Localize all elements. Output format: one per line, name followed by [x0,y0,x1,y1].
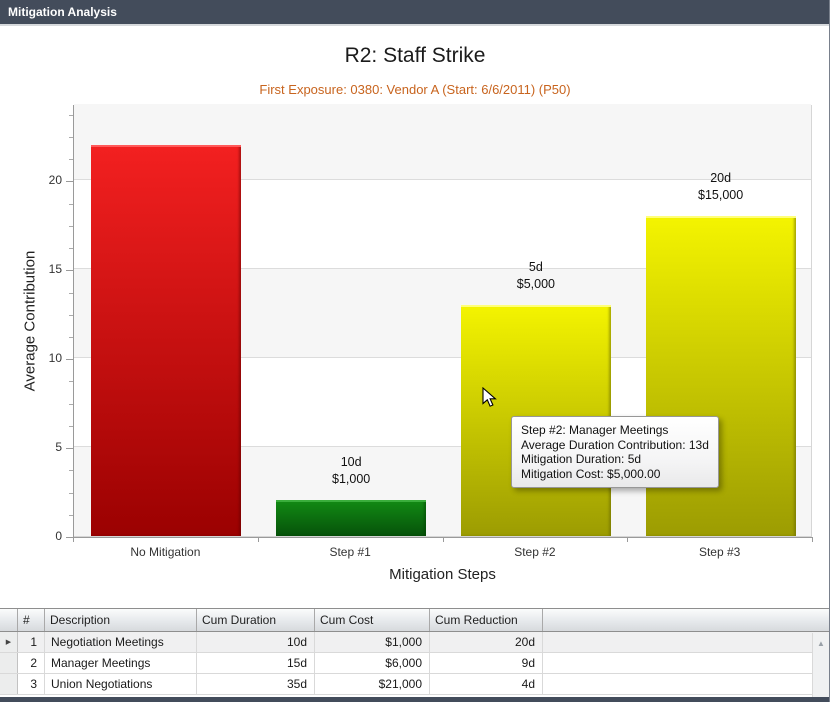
y-axis-minor-tick [69,159,73,161]
y-axis-tick-label: 10 [48,351,62,366]
table-cell-filler [543,653,812,673]
table-cell: 3 [18,674,45,694]
column-header-cum-cost[interactable]: Cum Cost [315,609,430,631]
column-header-cum-reduction[interactable]: Cum Reduction [430,609,543,631]
table-cell-filler [543,632,812,652]
column-header-cum-duration[interactable]: Cum Duration [197,609,315,631]
bar-value-label: 10d $1,000 [332,455,371,487]
gridline [74,357,811,359]
y-axis-minor-tick [69,337,73,338]
y-axis-tick-label: 5 [55,440,62,455]
plot-area: 10d $1,000 5d $5,000 20d $15,000 [73,104,812,537]
scroll-up-icon[interactable]: ▲ [817,639,825,648]
chart-tooltip: Step #2: Manager Meetings Average Duratio… [511,416,719,489]
y-axis-minor-tick [69,381,73,383]
x-axis-category-label: Step #1 [329,545,371,559]
column-header-num[interactable]: # [18,609,45,631]
y-axis-minor-tick [69,114,73,116]
bar-value-label: 5d $5,000 [516,259,555,291]
table-cell: Manager Meetings [45,653,197,673]
bar-step-1[interactable] [276,500,427,536]
x-axis-category-label: No Mitigation [130,545,201,559]
table-scrollbar[interactable]: ▲ [812,633,829,697]
y-axis-tick-label: 15 [48,262,62,277]
tooltip-line: Mitigation Cost: $5,000.00 [521,466,661,481]
table-cell: Union Negotiations [45,674,197,694]
x-axis-tick [627,537,629,542]
tooltip-line: Step #2: Manager Meetings [521,423,669,437]
table-cell: 1 [18,632,45,652]
gridline [74,446,811,448]
table-cell: 35d [197,674,315,694]
table-cell-filler [543,674,812,694]
x-axis-tick [812,537,813,542]
table-cell: 4d [430,674,543,694]
y-axis-minor-tick [69,514,73,516]
tooltip-line: Mitigation Duration: 5d [521,452,642,467]
table-header-row: # Description Cum Duration Cum Cost Cum Redu… [0,608,829,632]
table-cell: 10d [197,632,315,652]
y-axis-minor-tick [69,248,73,250]
y-axis-tick-label: 0 [55,529,62,543]
chart-title: R2: Staff Strike [344,44,486,67]
x-axis-title: Mitigation Steps [389,566,496,583]
table-cell: $6,000 [315,653,430,673]
y-axis-minor-tick [69,403,73,405]
y-axis-tick [66,537,73,538]
selected-row-marker-icon[interactable]: ▶ [0,632,18,652]
table-cell: Negotiation Meetings [45,632,197,652]
y-axis-minor-tick [69,425,73,427]
row-selector-cell[interactable] [0,674,18,694]
mitigation-chart: R2: Staff Strike First Exposure: 0380: V… [22,44,813,583]
y-axis-tick [66,270,73,272]
column-header-description[interactable]: Description [45,609,197,631]
window-titlebar[interactable]: Mitigation Analysis [0,0,829,26]
table-cell: 20d [430,632,543,652]
y-axis-minor-tick [69,492,73,494]
x-axis-tick [442,537,444,542]
table-row[interactable]: 2 Manager Meetings 15d $6,000 9d [0,653,829,674]
y-axis-tick [66,359,73,361]
y-axis-tick [66,448,73,450]
chart-subtitle: First Exposure: 0380: Vendor A (Start: 6… [259,82,571,97]
y-axis-minor-tick [69,203,73,205]
column-header-filler [543,609,829,631]
gridline [74,268,811,270]
bar-no-mitigation[interactable] [91,144,242,536]
x-axis-tick [73,537,74,542]
y-axis-minor-tick [69,225,73,227]
table-cell: $1,000 [315,632,430,652]
y-axis-tick [66,181,73,183]
table-cell: 9d [430,653,543,673]
mitigation-steps-table: # Description Cum Duration Cum Cost Cum Redu… [0,608,829,695]
window-bottom-border [0,697,829,702]
row-selector-cell[interactable] [0,653,18,673]
bar-value-label: 20d $15,000 [698,171,744,202]
table-cell: $21,000 [315,674,430,694]
table-cell: 15d [197,653,315,673]
x-axis-tick [257,537,259,542]
x-axis-category-label: Step #3 [698,545,741,559]
y-axis-tick-label: 20 [48,173,62,188]
table-cell: 2 [18,653,45,673]
y-axis-minor-tick [69,470,73,472]
y-axis-minor-tick [69,292,73,294]
tooltip-line: Average Duration Contribution: 13d [521,437,709,452]
mouse-cursor-icon [482,387,497,407]
y-axis-minor-tick [69,314,73,316]
table-row[interactable]: 3 Union Negotiations 35d $21,000 4d [0,674,829,695]
table-row[interactable]: ▶ 1 Negotiation Meetings 10d $1,000 20d [0,632,829,653]
window-title: Mitigation Analysis [8,5,117,19]
y-axis-minor-tick [69,137,73,138]
y-axis-line [73,105,74,538]
gridline [74,179,811,181]
row-selector-header[interactable] [0,609,18,631]
x-axis-category-label: Step #2 [514,545,556,559]
